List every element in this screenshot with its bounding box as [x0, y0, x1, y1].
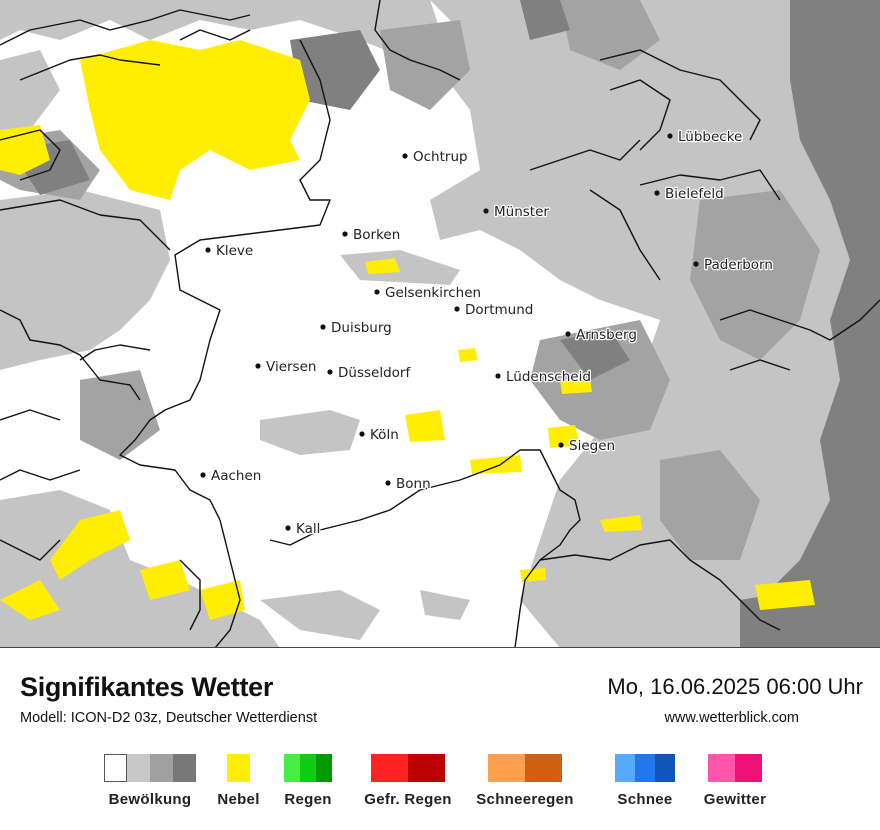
city-borken: Borken [342, 226, 402, 244]
city-marker [359, 431, 365, 437]
legend-swatch [227, 754, 250, 782]
legend-swatch [525, 754, 562, 782]
forecast-datetime: Mo, 16.06.2025 06:00 Uhr [607, 674, 863, 699]
legend-swatch [150, 754, 173, 782]
city-label: Dortmund [465, 302, 533, 318]
city-kleve: Kleve [205, 242, 254, 260]
city-label: Bonn [396, 476, 431, 492]
city-bielefeld: Bielefeld [654, 185, 725, 203]
city-marker [402, 153, 408, 159]
weather-map: Lübbecke Ochtrup Bielefeld Münster Borken Kle… [0, 0, 880, 648]
city-marker [205, 247, 211, 253]
city-marker [558, 442, 564, 448]
city-marker [654, 190, 660, 196]
city-muenster: Münster [483, 203, 551, 221]
city-label: Bielefeld [665, 186, 724, 202]
legend-label: Nebel [217, 791, 260, 808]
city-marker [374, 289, 380, 295]
model-info: Modell: ICON-D2 03z, Deutscher Wetterdie… [20, 710, 318, 726]
city-dortmund: Dortmund [454, 301, 535, 319]
city-aachen: Aachen [200, 467, 263, 485]
city-ochtrup: Ochtrup [402, 148, 469, 166]
city-gelsenkirchen: Gelsenkirchen [374, 284, 482, 302]
city-marker [483, 208, 489, 214]
city-luedenscheid: Lüdenscheid [495, 368, 592, 386]
fog-layer [0, 40, 815, 620]
legend-label: Schneeregen [476, 791, 574, 808]
city-kall: Kall [285, 520, 322, 538]
city-marker [495, 373, 501, 379]
city-label: Kall [296, 521, 320, 537]
legend-swatch [371, 754, 408, 782]
legend-swatch [408, 754, 445, 782]
city-marker [342, 231, 348, 237]
legend-swatch [316, 754, 332, 782]
legend-swatch [735, 754, 762, 782]
city-paderborn: Paderborn [693, 256, 774, 274]
city-arnsberg: Arnsberg [565, 326, 638, 344]
city-marker [327, 369, 333, 375]
city-marker [385, 480, 391, 486]
city-marker [693, 261, 699, 267]
legend: Bewölkung Nebel Regen Gefr. Regen Schneerege… [0, 754, 880, 824]
city-label: Düsseldorf [338, 365, 411, 381]
legend-swatch [104, 754, 127, 782]
legend-swatch [173, 754, 196, 782]
website-link[interactable]: www.wetterblick.com [664, 710, 799, 726]
city-label: Viersen [266, 359, 316, 375]
city-marker [667, 133, 673, 139]
city-label: Gelsenkirchen [385, 285, 481, 301]
city-label: Aachen [211, 468, 261, 484]
legend-label: Bewölkung [108, 791, 192, 808]
legend-swatch [127, 754, 150, 782]
map-title: Signifikantes Wetter [20, 672, 274, 702]
city-marker [454, 306, 460, 312]
city-label: Siegen [569, 438, 615, 454]
legend-label: Gefr. Regen [364, 791, 452, 808]
city-label: Borken [353, 227, 400, 243]
city-marker [285, 525, 291, 531]
map-canvas: Lübbecke Ochtrup Bielefeld Münster Borken Kle… [0, 0, 880, 647]
city-label: Duisburg [331, 320, 392, 336]
legend-label: Gewitter [703, 791, 767, 808]
legend-swatch [635, 754, 655, 782]
legend-label: Regen [284, 791, 332, 808]
city-label: Lüdenscheid [506, 369, 591, 385]
city-bonn: Bonn [385, 475, 432, 493]
city-marker [255, 363, 261, 369]
city-duesseldorf: Düsseldorf [327, 364, 413, 382]
borders [0, 0, 880, 647]
city-viersen: Viersen [255, 358, 318, 376]
city-marker [320, 324, 326, 330]
city-label: Ochtrup [413, 149, 468, 165]
legend-swatch [655, 754, 675, 782]
legend-swatch [708, 754, 735, 782]
city-koeln: Köln [359, 426, 400, 444]
city-label: Paderborn [704, 257, 773, 273]
city-label: Kleve [216, 243, 253, 259]
city-luebbecke: Lübbecke [667, 128, 744, 146]
city-label: Köln [370, 427, 399, 443]
legend-swatch [615, 754, 635, 782]
legend-swatch [300, 754, 316, 782]
legend-swatch [488, 754, 525, 782]
city-marker [200, 472, 206, 478]
legend-swatch [284, 754, 300, 782]
city-label: Münster [494, 204, 549, 220]
city-label: Arnsberg [576, 327, 637, 343]
city-siegen: Siegen [558, 437, 616, 455]
city-layer: Lübbecke Ochtrup Bielefeld Münster Borken Kle… [200, 128, 774, 538]
legend-label: Schnee [617, 791, 673, 808]
footer: Signifikantes Wetter Modell: ICON-D2 03z… [0, 648, 880, 830]
city-duisburg: Duisburg [320, 319, 393, 337]
city-label: Lübbecke [678, 129, 742, 145]
city-marker [565, 331, 571, 337]
